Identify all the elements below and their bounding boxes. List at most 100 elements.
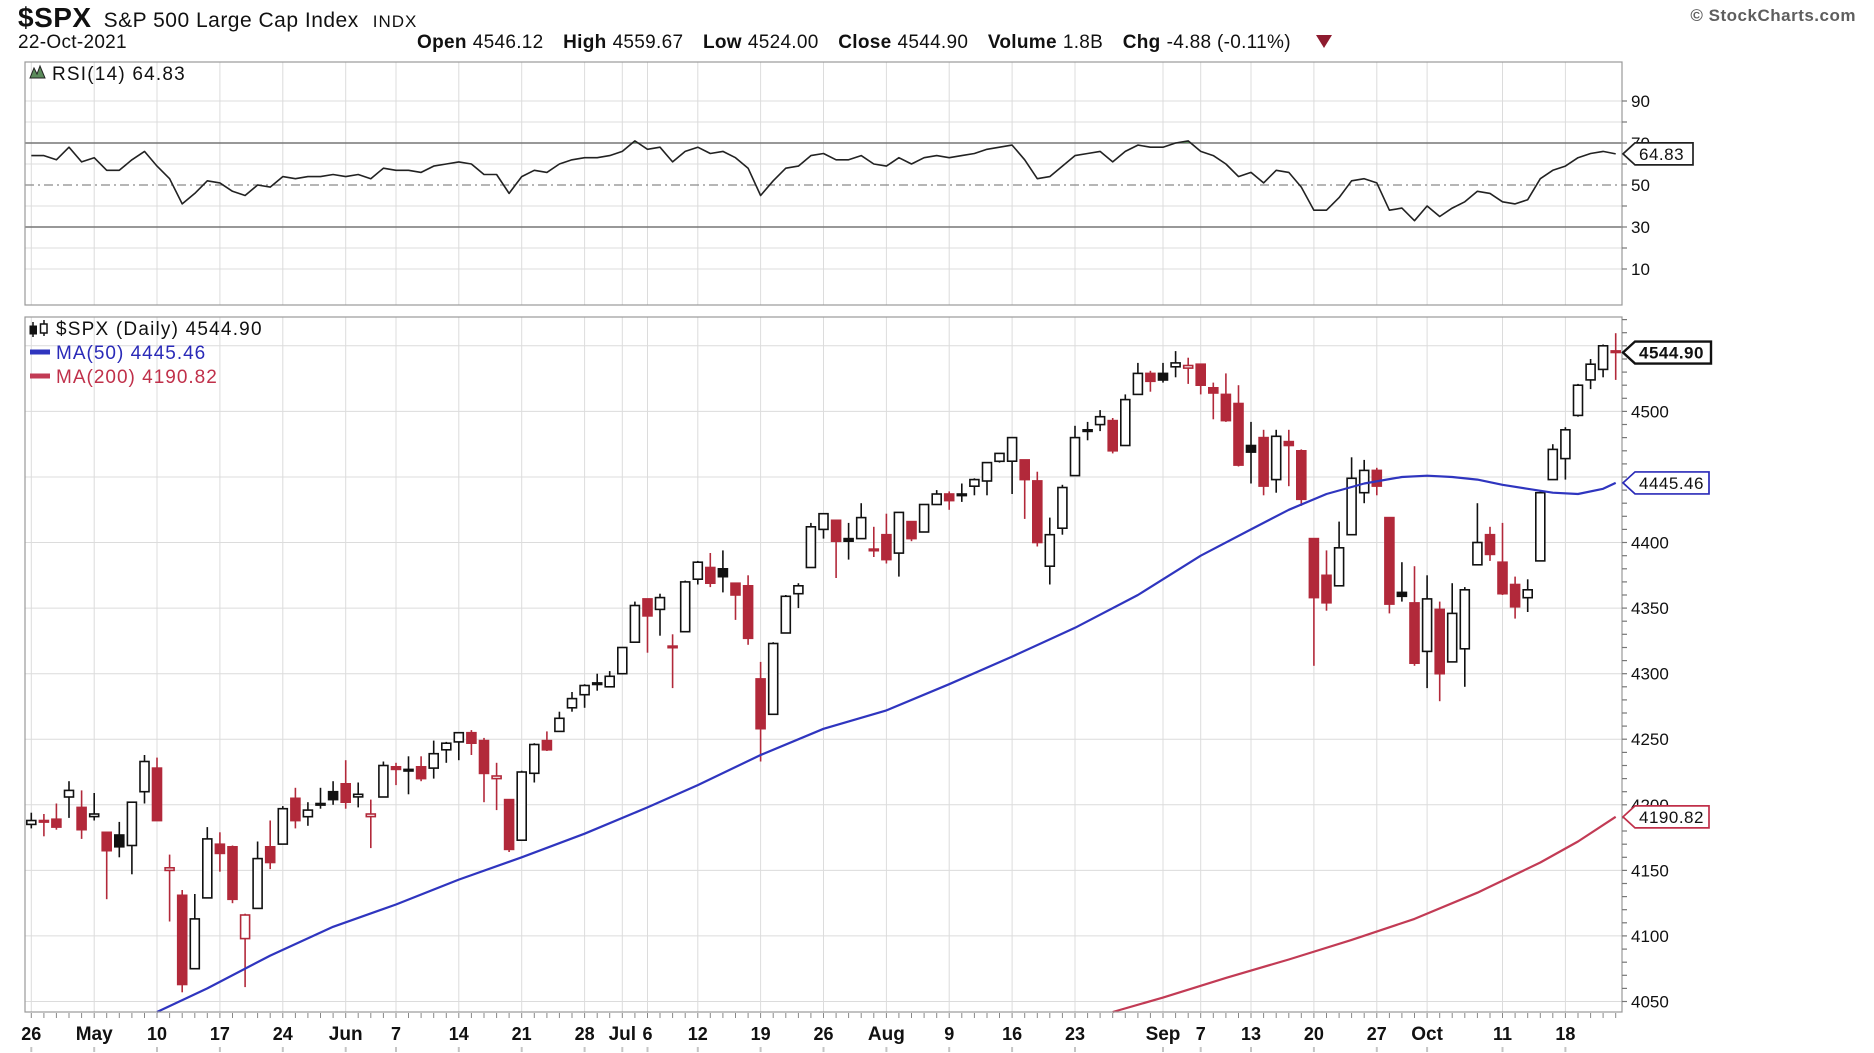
rsi-value-box xyxy=(1621,142,1694,166)
candle-body xyxy=(164,866,175,872)
quote-close: Close 4544.90 xyxy=(838,32,969,53)
candle-body xyxy=(440,742,452,751)
candle-body xyxy=(591,682,603,686)
quote-volume: Volume 1.8B xyxy=(987,32,1104,53)
ma200-value-box xyxy=(1621,804,1710,829)
candle-body xyxy=(1296,449,1307,501)
candle-body xyxy=(1472,541,1483,566)
candle-body xyxy=(428,752,440,769)
ma50-line xyxy=(156,474,1617,1013)
candle-body xyxy=(528,743,540,775)
last-price-box xyxy=(1621,340,1713,365)
candle-body xyxy=(717,567,729,578)
date-axis-label: 11 xyxy=(1493,1024,1512,1044)
ma200-legend-label: MA(200) 4190.82 xyxy=(56,367,218,388)
candle-body xyxy=(1321,574,1332,604)
candle-body xyxy=(881,533,892,561)
candle-body xyxy=(101,831,112,852)
quote-open: Open 4546.12 xyxy=(417,32,544,53)
copyright: © StockCharts.com xyxy=(1690,6,1856,25)
candle-body xyxy=(1509,583,1521,608)
candle-body xyxy=(541,739,553,751)
date-axis-label: 24 xyxy=(273,1024,293,1044)
candle-body xyxy=(1145,372,1156,383)
candle-body xyxy=(516,771,528,841)
ma50-value-box xyxy=(1621,471,1710,495)
candle-body xyxy=(1032,480,1043,544)
date-axis-label: 16 xyxy=(1002,1024,1022,1044)
candle-body xyxy=(918,503,930,533)
date-axis-label: 27 xyxy=(1367,1024,1387,1044)
candle-body xyxy=(51,818,62,828)
price-axis-label: 4500 xyxy=(1631,402,1669,421)
date-axis-label: 20 xyxy=(1304,1024,1324,1044)
candle-body xyxy=(1220,393,1232,422)
ma200-line xyxy=(1112,815,1617,1014)
price-axis-label: 4150 xyxy=(1631,861,1669,880)
candle-body xyxy=(767,642,779,716)
candle-body xyxy=(1572,384,1584,417)
date-axis-label: May xyxy=(76,1024,113,1045)
date-axis-label: 13 xyxy=(1241,1024,1261,1044)
candle-body xyxy=(315,802,326,806)
candle-body xyxy=(692,561,704,581)
candlestick-legend-icon xyxy=(39,323,48,334)
rsi-axis-label: 50 xyxy=(1631,176,1650,195)
candle-body xyxy=(1547,448,1559,481)
candle-body xyxy=(1358,469,1370,494)
candle-body xyxy=(63,789,75,798)
candle-body xyxy=(88,813,100,818)
candle-body xyxy=(1107,419,1118,452)
candle-body xyxy=(214,843,226,855)
date-axis-label: 21 xyxy=(512,1024,532,1044)
last-price-box-text: 4544.90 xyxy=(1639,344,1704,363)
candle-body xyxy=(126,801,138,847)
rsi-value-box-text: 64.83 xyxy=(1639,145,1684,164)
candle-body xyxy=(453,731,465,743)
candle-body xyxy=(1057,486,1068,530)
chart-header: $SPX S&P 500 Large Cap Index INDX xyxy=(18,2,417,34)
candle-body xyxy=(616,646,628,675)
candle-body xyxy=(1006,436,1018,463)
candle-body xyxy=(1094,415,1106,426)
price-axis-label: 4100 xyxy=(1631,927,1669,946)
candle-body xyxy=(1233,402,1244,466)
date-axis-label: Oct xyxy=(1411,1024,1443,1045)
candle-body xyxy=(365,813,377,818)
candle-body xyxy=(704,566,716,584)
price-axis-label: 4400 xyxy=(1631,534,1669,553)
candle-body xyxy=(1019,459,1031,481)
exchange-label: INDX xyxy=(372,12,418,31)
candle-body xyxy=(189,918,201,970)
candle-body xyxy=(202,838,213,899)
candle-body xyxy=(566,697,578,709)
candle-body xyxy=(855,516,867,540)
candle-body xyxy=(981,461,993,482)
candle-body xyxy=(1484,533,1496,556)
candle-body xyxy=(893,511,905,554)
candle-body xyxy=(1597,344,1609,371)
candle-body xyxy=(755,678,766,730)
candle-body xyxy=(1396,591,1408,598)
date-axis-label: 7 xyxy=(1196,1024,1206,1044)
quote-low: Low 4524.00 xyxy=(702,32,819,53)
candle-body xyxy=(1560,428,1571,460)
candle-body xyxy=(277,807,289,845)
candle-body xyxy=(340,782,352,803)
candle-body xyxy=(1245,444,1257,453)
candle-body xyxy=(1333,546,1345,587)
candle-body xyxy=(943,493,955,502)
price-axis-label: 4300 xyxy=(1631,665,1669,684)
candle-body xyxy=(1208,386,1219,394)
candle-body xyxy=(139,760,150,793)
candle-body xyxy=(1535,491,1546,562)
date-axis-label: Jul xyxy=(609,1024,636,1045)
rsi-legend-label: RSI(14) 64.83 xyxy=(52,64,186,85)
candle-body xyxy=(1195,363,1206,387)
candle-body xyxy=(264,845,276,864)
candle-body xyxy=(491,775,502,780)
date-axis-label: 28 xyxy=(575,1024,595,1044)
candle-body xyxy=(579,684,590,696)
candle-body xyxy=(742,584,754,640)
